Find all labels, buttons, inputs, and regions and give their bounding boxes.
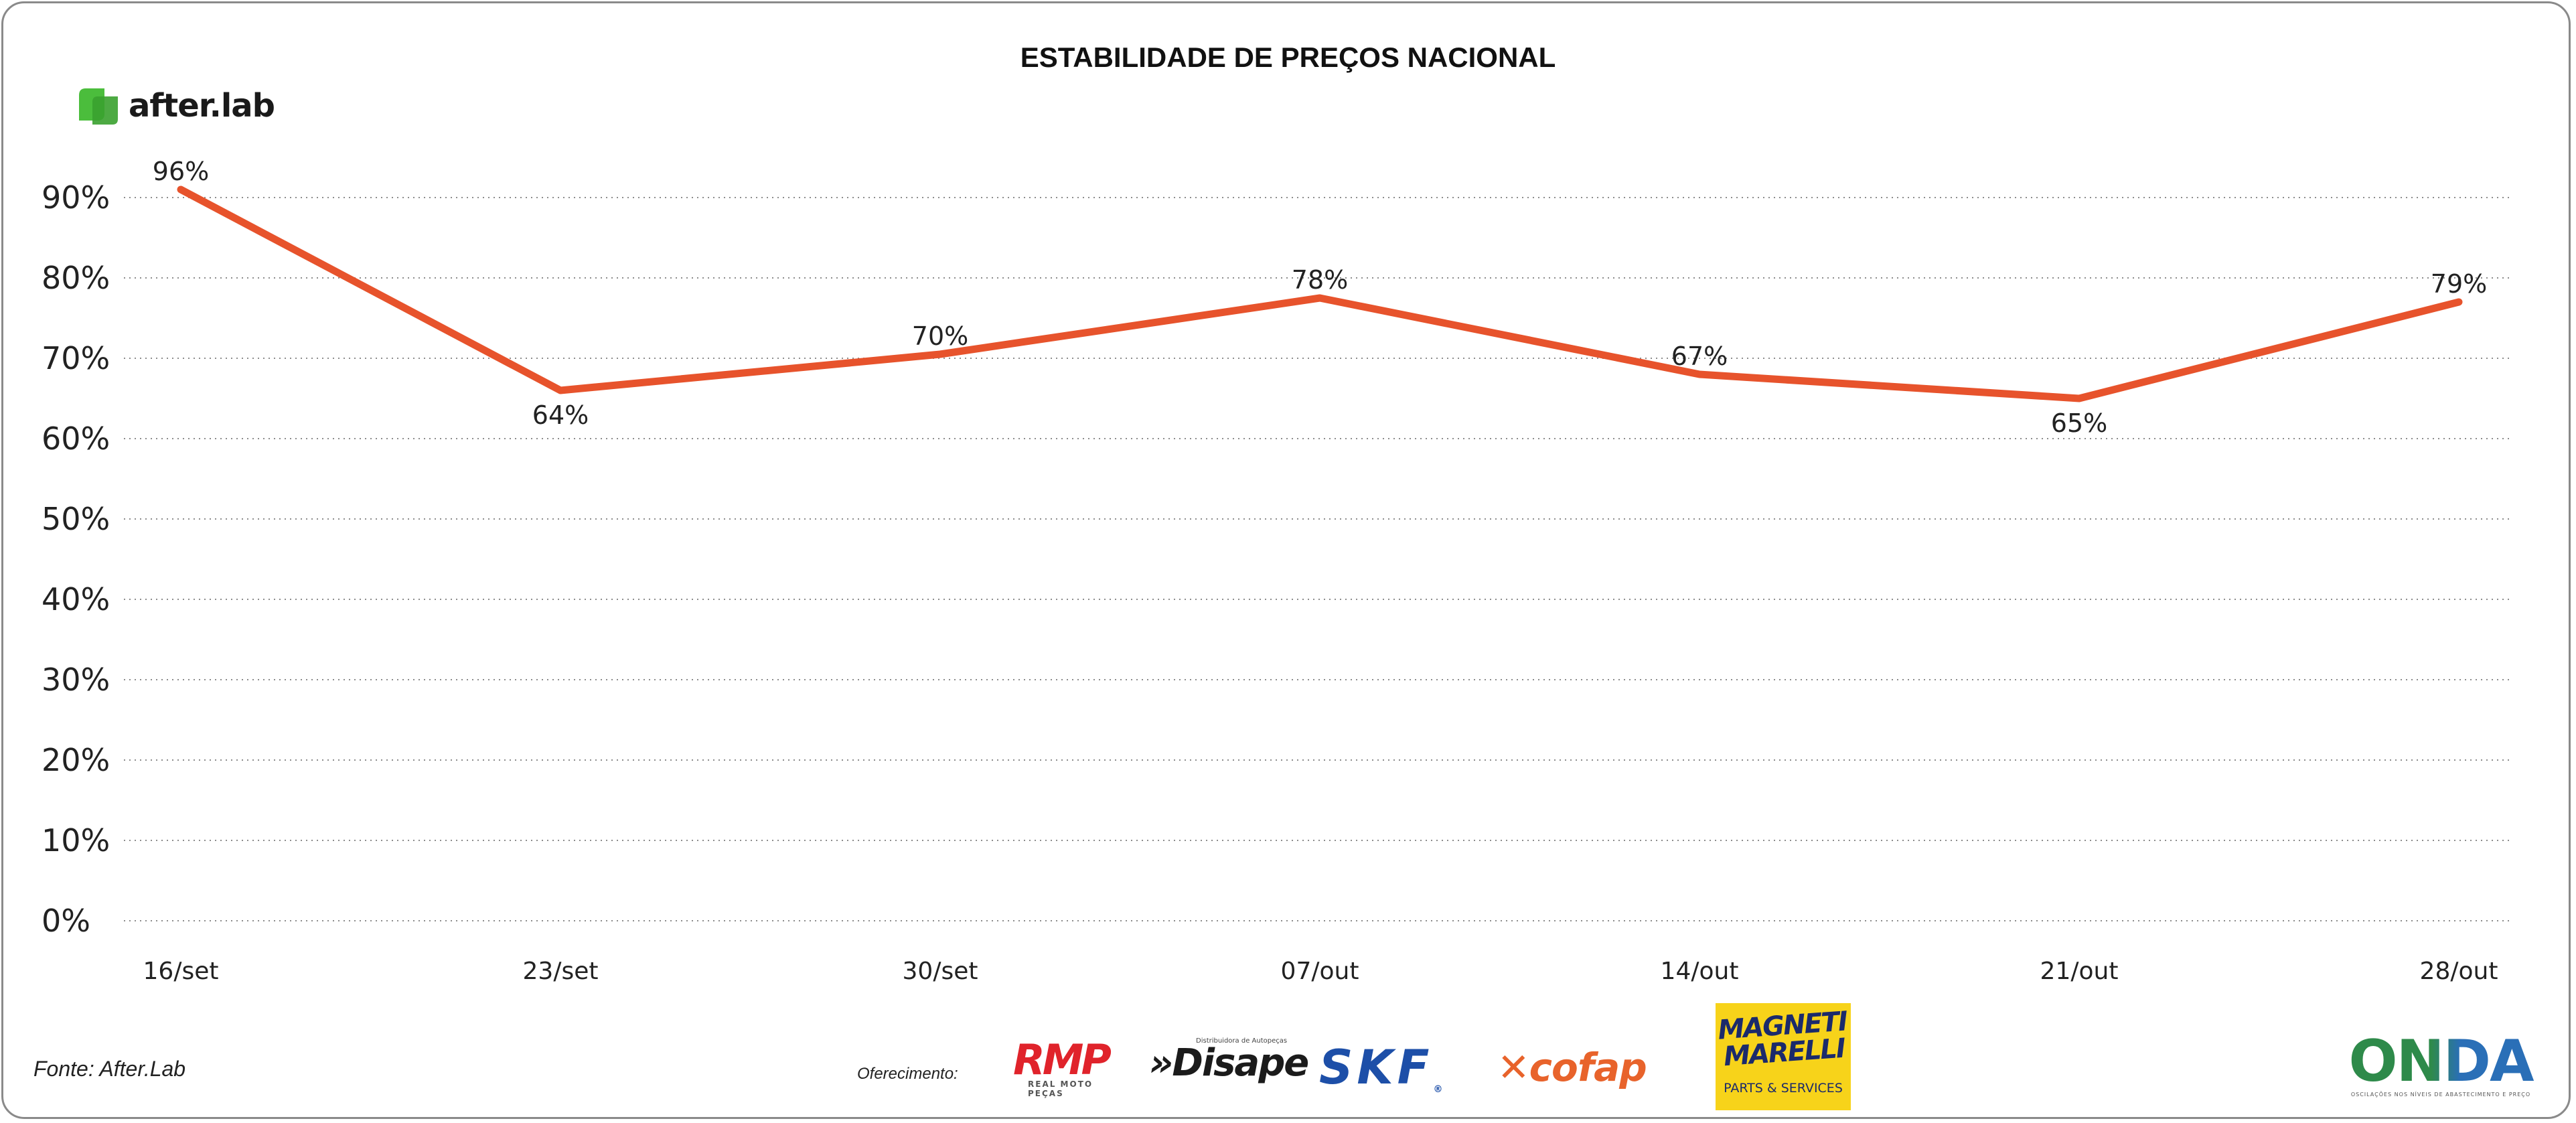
rmp-logo: RMP REAL MOTO PEÇAS [1013,1039,1127,1099]
data-label: 70% [912,321,968,351]
skf-logo: SKF® [1319,1040,1443,1095]
rmp-logo-text: RMP [1013,1035,1112,1084]
x-tick-label: 14/out [1661,958,1739,985]
magneti-marelli-logo: MAGNETI MARELLI PARTS & SERVICES [1716,1003,1851,1110]
data-label: 78% [1292,265,1348,295]
series-line [177,185,2463,402]
x-tick-label: 23/set [523,958,599,985]
x-tick-label: 16/set [143,958,219,985]
y-tick-label: 10% [42,822,110,858]
chart-title: ESTABILIDADE DE PREÇOS NACIONAL [1020,42,1556,73]
afterlab-logo: after.lab [75,86,275,126]
y-tick-label: 40% [42,581,110,617]
afterlab-leaf-icon [79,88,118,125]
x-tick-label: 21/out [2040,958,2119,985]
x-tick-label: 30/set [903,958,978,985]
y-tick-label: 30% [42,662,110,698]
y-tick-label: 70% [42,340,110,376]
sponsor-label: Oferecimento: [857,1065,958,1083]
disape-logo: Distribuidora de Autopeças »Disape [1149,1037,1309,1085]
skf-logo-text: SKF [1319,1040,1434,1095]
data-label: 67% [1671,342,1728,371]
magneti-marelli-logo-text: MAGNETI MARELLI [1716,1006,1848,1073]
data-label: 64% [532,400,589,430]
cofap-logo-text: cofap [1529,1045,1647,1090]
onda-logo: ONDA OSCILAÇÕES NOS NÍVEIS DE ABASTECIME… [2344,1031,2538,1098]
grid-lines [124,197,2510,921]
data-labels: 96% 64% 70% 78% 67% 65% 79% [153,157,2487,438]
y-tick-label: 20% [42,742,110,778]
cofap-logo: ✕cofap [1497,1045,1647,1090]
data-label: 65% [2051,408,2107,438]
data-label: 79% [2431,269,2487,299]
series-line-group [177,185,2463,402]
y-tick-label: 50% [42,501,110,537]
data-label: 96% [153,157,209,186]
source-note: Fonte: After.Lab [33,1057,186,1081]
cofap-mark-icon: ✕ [1497,1045,1530,1090]
y-tick-label: 80% [42,260,110,296]
onda-logo-text: ONDA [2344,1031,2538,1092]
x-tick-label: 07/out [1281,958,1359,985]
onda-logo-subtitle: OSCILAÇÕES NOS NÍVEIS DE ABASTECIMENTO E… [2350,1092,2531,1098]
disape-logo-text: »Disape [1149,1041,1309,1085]
y-tick-label: 0% [42,903,90,939]
x-tick-label: 28/out [2420,958,2498,985]
y-tick-label: 90% [42,179,110,216]
rmp-logo-subtitle: REAL MOTO PEÇAS [1028,1079,1093,1098]
y-tick-label: 60% [42,421,110,457]
disape-logo-subtitle: Distribuidora de Autopeças [1196,1037,1288,1045]
afterlab-wordmark: after.lab [129,87,275,125]
magneti-marelli-logo-subtitle: PARTS & SERVICES [1724,1081,1843,1096]
x-axis-ticks: 16/set 23/set 30/set 07/out 14/out 21/out 28/o… [143,958,2498,985]
y-axis-ticks: 0% 10% 20% 30% 40% 50% 60% 70% 80% 90% [42,179,110,939]
